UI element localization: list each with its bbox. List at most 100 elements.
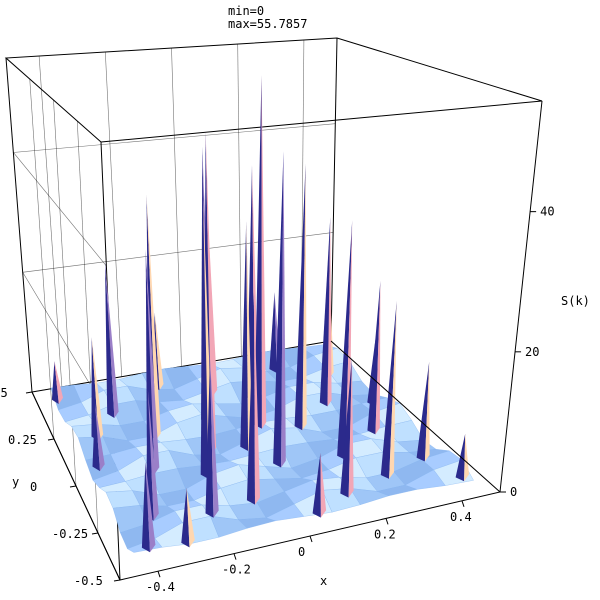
grid-lines	[12, 39, 336, 581]
peak	[319, 217, 332, 407]
peak	[340, 357, 354, 498]
peak-face-light	[254, 291, 260, 505]
y-tick-label: 0.25	[8, 433, 37, 447]
peak-face-light	[154, 312, 164, 391]
peak-face-light	[345, 220, 353, 460]
grid-line	[105, 51, 122, 377]
peak-face-light	[208, 221, 218, 396]
peak-face-dark	[91, 337, 99, 441]
peak-face-dark	[141, 461, 150, 553]
peak-face-light	[302, 163, 307, 431]
peak	[367, 281, 381, 435]
peak-face-dark	[340, 357, 352, 498]
peak-face-dark	[92, 403, 100, 472]
peak	[273, 151, 286, 468]
peak-face-light	[186, 487, 195, 548]
peak	[246, 291, 260, 505]
peak-face-dark	[246, 291, 255, 505]
peak	[181, 487, 195, 548]
peak-face-dark	[367, 281, 381, 435]
peak-face-dark	[269, 292, 277, 373]
y-tick-label: 0.5	[0, 386, 8, 400]
y-tick	[113, 579, 121, 582]
peak-face-light	[348, 357, 354, 498]
peak-face-dark	[337, 220, 353, 460]
y-tick	[47, 438, 55, 441]
peak-face-light	[320, 452, 327, 518]
box-edge	[5, 57, 33, 393]
peak-face-dark	[105, 262, 115, 418]
grid-line	[171, 47, 182, 367]
peak-face-light	[91, 337, 104, 441]
peak	[141, 461, 156, 553]
x-axis-label: x	[320, 574, 327, 588]
z-tick-label: 40	[540, 205, 554, 219]
peak-face-light	[205, 131, 217, 455]
peak-face-dark	[254, 75, 262, 429]
box-edge	[330, 37, 338, 342]
x-tick	[461, 500, 465, 507]
peak-face-light	[145, 249, 160, 475]
peak-face-dark	[200, 198, 209, 479]
peak-face-dark	[273, 151, 284, 468]
peak-face-dark	[380, 301, 397, 479]
y-axis-label: y	[12, 475, 19, 489]
peak-face-light	[389, 301, 397, 479]
peak-face-light	[146, 194, 161, 440]
x-tick-label: -0.2	[222, 563, 251, 577]
peak-face-light	[147, 390, 159, 521]
grid-line	[237, 43, 242, 357]
x-tick-label: -0.4	[146, 580, 175, 594]
min-label: min=0	[228, 4, 264, 18]
box-edge	[4, 37, 543, 143]
peak	[380, 301, 397, 479]
ticks: -0.4 -0.2 0 0.2 0.4 -0.5 -0.25 0 0.25 0.5 0 20 40	[0, 205, 555, 595]
grid-line	[38, 55, 63, 387]
peak-face-light	[145, 461, 156, 553]
peak-face-light	[281, 151, 286, 468]
y-tick	[25, 391, 33, 394]
peak-face-light	[424, 361, 430, 462]
box-edge	[499, 100, 543, 493]
peak-face-dark	[312, 452, 321, 518]
x-tick	[385, 518, 389, 525]
peak-face-light	[54, 361, 63, 405]
x-tick-label: 0.4	[450, 510, 472, 524]
peak-face-dark	[416, 361, 430, 462]
peak-face-light	[327, 217, 332, 407]
peak	[416, 361, 430, 462]
x-tick	[309, 535, 313, 543]
peak-face-light	[375, 281, 381, 435]
peak	[91, 337, 104, 441]
peak	[294, 163, 307, 431]
x-tick-label: 0	[298, 545, 305, 559]
z-tick-label: 20	[525, 345, 539, 359]
peak	[51, 361, 63, 405]
peak	[254, 75, 267, 429]
y-tick	[69, 485, 77, 488]
z-axis-label: S(k)	[561, 294, 590, 308]
peaks	[51, 75, 469, 553]
peak-face-light	[464, 433, 469, 482]
y-tick-label: 0	[30, 480, 37, 494]
peak-face-dark	[319, 217, 331, 407]
peak-face-light	[210, 358, 219, 518]
peak-face-dark	[455, 433, 466, 482]
peak	[337, 220, 353, 460]
z-tick-label: 0	[510, 485, 517, 499]
peak	[455, 433, 469, 482]
peak	[92, 403, 105, 472]
peak-face-dark	[51, 361, 59, 405]
y-tick-label: -0.5	[74, 574, 103, 588]
y-tick	[91, 532, 99, 535]
max-label: max=55.7857	[228, 17, 307, 31]
peak	[312, 452, 327, 518]
peak	[105, 262, 119, 418]
peak-face-dark	[240, 221, 249, 451]
grid-line	[29, 78, 55, 440]
peak	[205, 358, 219, 518]
x-tick	[233, 553, 237, 560]
peak-face-dark	[181, 487, 190, 548]
y-tick-label: -0.25	[52, 527, 88, 541]
